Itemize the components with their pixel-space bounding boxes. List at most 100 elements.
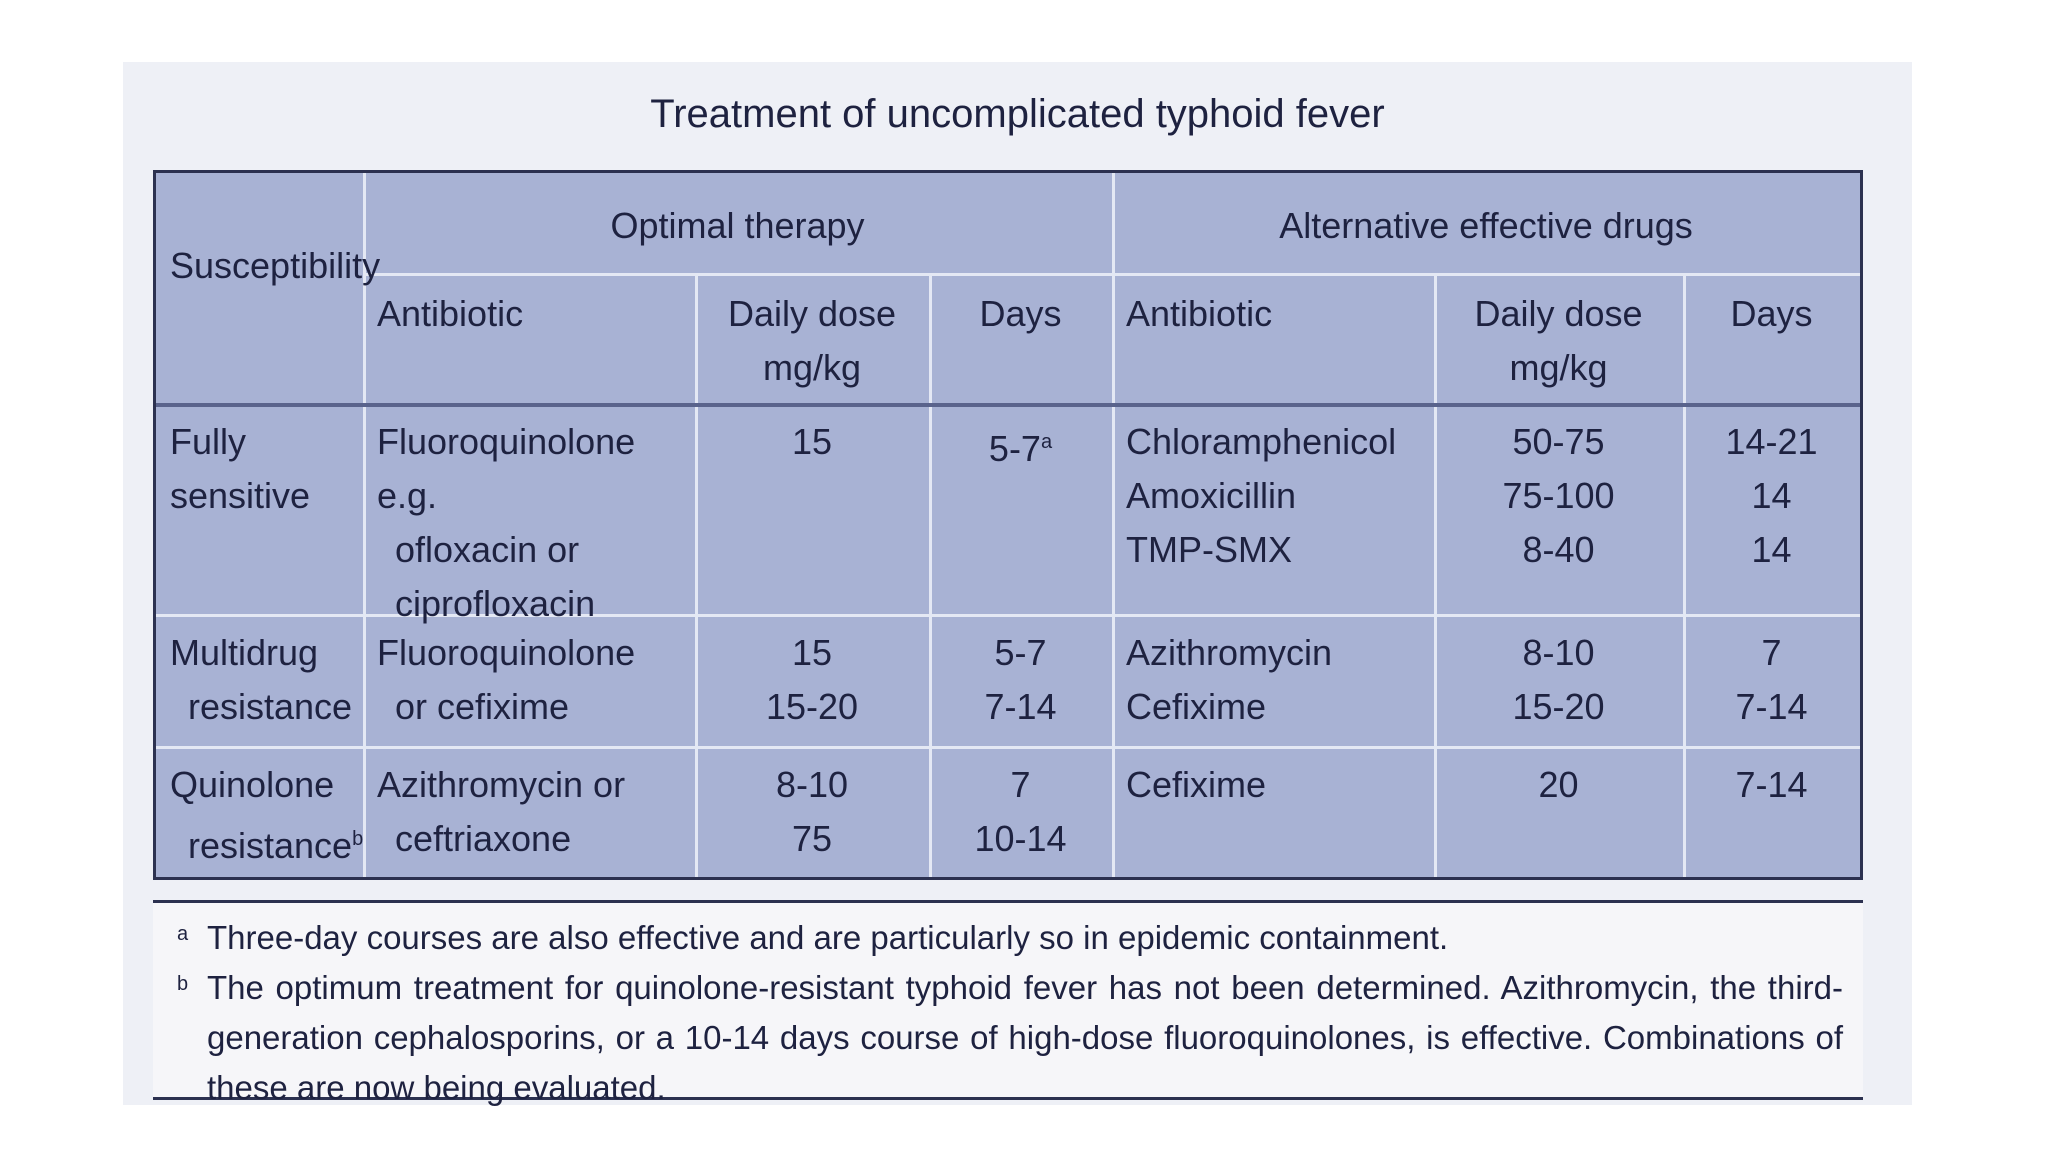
column-header: Antibiotic bbox=[363, 281, 695, 347]
cell-text: Amoxicillin bbox=[1126, 475, 1297, 516]
header-line: Days bbox=[979, 293, 1062, 334]
column-header: Daily dose mg/kg bbox=[1434, 281, 1683, 401]
footnote: a Three-day courses are also effective an… bbox=[177, 913, 1843, 963]
table-cell: Multidrug resistance bbox=[156, 620, 363, 740]
cell-text: Fully sensitive bbox=[170, 421, 311, 516]
cell-line: or cefixime bbox=[377, 680, 681, 734]
cell-line: 7-14 bbox=[1697, 758, 1846, 812]
footnotes: a Three-day courses are also effective an… bbox=[153, 900, 1863, 1106]
table-cell: 7-14 bbox=[1683, 752, 1860, 818]
cell-text: 8-10 bbox=[1522, 632, 1595, 673]
footnote-mark: a bbox=[1040, 431, 1053, 453]
table-cell: 7 10-14 bbox=[929, 752, 1112, 872]
cell-text: Multidrug bbox=[170, 632, 319, 673]
table-cell: Cefixime bbox=[1112, 752, 1434, 818]
cell-text: 15 bbox=[791, 632, 833, 673]
footnote-text: Three-day courses are also effective and… bbox=[207, 919, 1449, 956]
table-cell: Fluoroquinolone e.g. ofloxacin or ciproflo… bbox=[363, 409, 695, 637]
cell-text: 75 bbox=[791, 818, 833, 859]
cell-text: or cefixime bbox=[395, 686, 570, 727]
cell-line: Azithromycin or bbox=[377, 758, 681, 812]
footnote-mark: a bbox=[177, 923, 189, 945]
table-cell: 14-21 14 14 bbox=[1683, 409, 1860, 583]
header-line: Antibiotic bbox=[377, 293, 524, 334]
cell-line: 14 bbox=[1697, 523, 1846, 577]
cell-line: 7 bbox=[1697, 626, 1846, 680]
cell-line: 8-40 bbox=[1448, 523, 1669, 577]
table-cell: 20 bbox=[1434, 752, 1683, 818]
group-header: Optimal therapy bbox=[610, 205, 865, 246]
cell-text: ciprofloxacin bbox=[395, 583, 596, 624]
table-title: Treatment of uncomplicated typhoid fever bbox=[650, 92, 1385, 136]
group-header: Alternative effective drugs bbox=[1279, 205, 1693, 246]
table: Optimal therapy Alternative effective dru… bbox=[153, 170, 1863, 880]
cell-text: 14-21 bbox=[1725, 421, 1818, 462]
table-cell: Chloramphenicol Amoxicillin TMP-SMX bbox=[1112, 409, 1434, 583]
header-line: mg/kg bbox=[1509, 347, 1608, 388]
cell-text: Fluoroquinolone e.g. bbox=[377, 421, 636, 516]
page: Treatment of uncomplicated typhoid fever… bbox=[123, 62, 1912, 1106]
cell-line: TMP-SMX bbox=[1126, 523, 1420, 577]
table-cell: Azithromycin or ceftriaxone bbox=[363, 752, 695, 872]
table-cell: Fluoroquinolone or cefixime bbox=[363, 620, 695, 740]
cell-text: 14 bbox=[1751, 529, 1792, 570]
cell-text: Quinolone bbox=[170, 764, 335, 805]
cell-line: 75 bbox=[709, 812, 915, 866]
cell-line: 5-7 bbox=[943, 626, 1098, 680]
cell-line: Amoxicillin bbox=[1126, 469, 1420, 523]
cell-line: Azithromycin bbox=[1126, 626, 1420, 680]
cell-line: resistanceb bbox=[170, 812, 363, 873]
cell-text: resistance bbox=[188, 825, 353, 866]
table-cell: 15 bbox=[695, 409, 929, 475]
cell-line: Fluoroquinolone bbox=[377, 626, 681, 680]
header-line: Days bbox=[1730, 293, 1813, 334]
cell-text: 15 bbox=[791, 421, 833, 462]
cell-text: 8-40 bbox=[1522, 529, 1595, 570]
table-cell: 50-75 75-100 8-40 bbox=[1434, 409, 1683, 583]
table-cell: 15 15-20 bbox=[695, 620, 929, 740]
cell-line: 75-100 bbox=[1448, 469, 1669, 523]
cell-line: 50-75 bbox=[1448, 415, 1669, 469]
cell-text: Cefixime bbox=[1126, 764, 1267, 805]
header-bottom bbox=[156, 403, 1860, 407]
table-cell: 8-10 15-20 bbox=[1434, 620, 1683, 740]
cell-line: 15 bbox=[709, 626, 915, 680]
column-divider bbox=[1683, 273, 1686, 877]
cell-line: 5-7a bbox=[943, 415, 1098, 476]
table-cell: Azithromycin Cefixime bbox=[1112, 620, 1434, 740]
header-line: Daily dose bbox=[1474, 293, 1643, 334]
column-header: Days bbox=[1683, 281, 1860, 347]
column-header: Susceptibility bbox=[156, 233, 381, 299]
cell-line: 20 bbox=[1448, 758, 1669, 812]
cell-text: resistance bbox=[188, 686, 353, 727]
cell-line: Fluoroquinolone e.g. bbox=[377, 415, 681, 523]
cell-text: 7-14 bbox=[1735, 686, 1808, 727]
header-line: mg/kg bbox=[762, 347, 862, 388]
cell-text: Fluoroquinolone bbox=[377, 632, 636, 673]
cell-text: 7-14 bbox=[984, 686, 1057, 727]
cell-line: 7-14 bbox=[1697, 680, 1846, 734]
cell-text: 7-14 bbox=[1735, 764, 1808, 805]
cell-line: ciprofloxacin bbox=[377, 577, 681, 631]
cell-line: ceftriaxone bbox=[377, 812, 681, 866]
column-divider bbox=[929, 273, 932, 877]
cell-text: Chloramphenicol bbox=[1126, 421, 1397, 462]
cell-text: Azithromycin or bbox=[377, 764, 626, 805]
cell-line: 14 bbox=[1697, 469, 1846, 523]
footnote-mark: b bbox=[352, 828, 364, 850]
cell-text: Azithromycin bbox=[1126, 632, 1333, 673]
footnote: b The optimum treatment for quinolone-res… bbox=[177, 963, 1843, 1113]
cell-text: 14 bbox=[1751, 475, 1792, 516]
column-header: Daily dose mg/kg bbox=[695, 281, 929, 401]
header-line: Susceptibility bbox=[170, 245, 381, 286]
header-line: Daily dose bbox=[727, 293, 897, 334]
cell-line: Fully sensitive bbox=[170, 415, 349, 523]
footnote-text: The optimum treatment for quinolone-resi… bbox=[207, 969, 1843, 1106]
cell-text: 15-20 bbox=[765, 686, 859, 727]
cell-line: 8-10 bbox=[1448, 626, 1669, 680]
cell-text: 7 bbox=[1761, 632, 1782, 673]
cell-text: 5-7 bbox=[988, 428, 1041, 469]
cell-line: Cefixime bbox=[1126, 680, 1420, 734]
cell-text: 5-7 bbox=[994, 632, 1047, 673]
